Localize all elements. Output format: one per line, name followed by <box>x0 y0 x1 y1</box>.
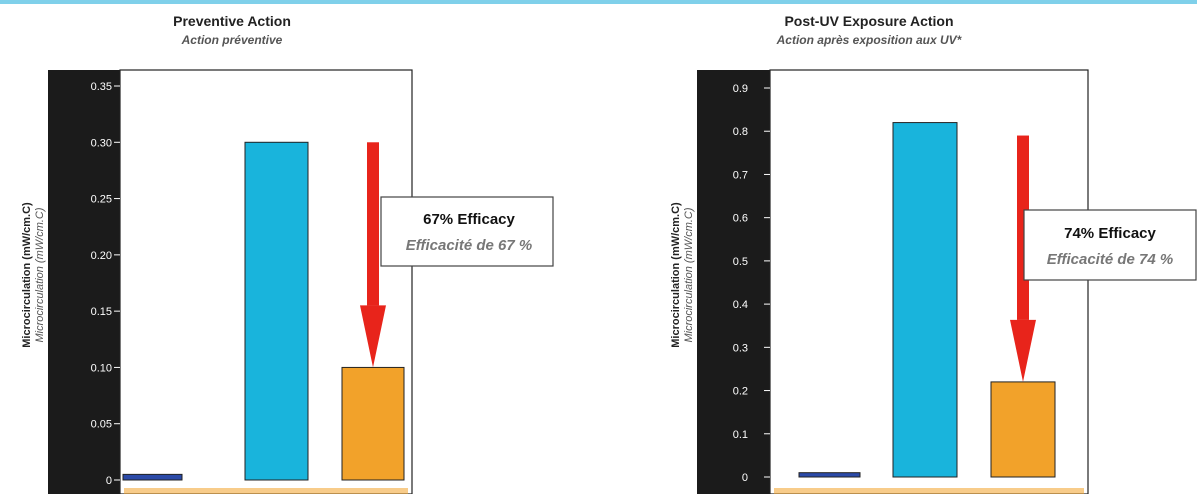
chart1-tick-label: 0.25 <box>91 194 112 206</box>
chart2-ticks: 0 0.1 0.2 0.3 0.4 0.5 0.6 0.7 0.8 0.9 <box>733 83 770 484</box>
chart1-efficacy-frame <box>380 196 554 267</box>
chart2-tick-label: 0.2 <box>733 386 748 398</box>
chart1-efficacy-label: 67% Efficacy <box>423 211 515 228</box>
chart2-axis-band <box>697 70 770 494</box>
chart2-subtitle: Action après exposition aux UV* <box>776 33 963 47</box>
chart1-arrow-shaft <box>367 142 379 306</box>
chart1-bar <box>341 366 405 481</box>
chart2-ylabel-alt: Microcirculation (mW/cm.C) <box>683 207 695 342</box>
chart2-tick-label: 0.8 <box>733 126 748 138</box>
chart1-arrow-head <box>360 305 386 368</box>
chart-post-uv: Post-UV Exposure Action Action après exp… <box>670 13 1197 494</box>
chart2-bar <box>892 122 958 478</box>
chart2-tick-label: 0.1 <box>733 429 748 441</box>
chart1-subtitle: Action préventive <box>181 33 283 47</box>
chart1-efficacy-label-alt: Efficacité de 67 % <box>406 237 532 254</box>
chart2-tick-label: 0.4 <box>733 299 748 311</box>
chart-preventive: Preventive Action Action préventive Micr… <box>21 13 554 494</box>
chart1-ylabel: Microcirculation (mW/cm.C) <box>21 202 33 348</box>
chart2-tick-label: 0 <box>742 472 748 484</box>
chart2-title: Post-UV Exposure Action <box>784 13 953 29</box>
chart2-efficacy-box: 74% Efficacy Efficacité de 74 % <box>1023 209 1197 281</box>
chart1-bar <box>244 141 309 481</box>
chart2-bar <box>990 381 1056 478</box>
chart2-tick-label: 0.3 <box>733 342 748 354</box>
chart1-tick-label: 0.10 <box>91 362 112 374</box>
chart1-ylabel-group: Microcirculation (mW/cm.C) Microcirculat… <box>21 202 46 348</box>
chart1-tick-label: 0 <box>106 475 112 487</box>
top-accent-rule <box>0 0 1197 4</box>
chart1-arrow <box>360 142 386 368</box>
chart2-tick-label: 0.6 <box>733 213 748 225</box>
chart1-tick-label: 0.30 <box>91 137 112 149</box>
chart2-tick-label: 0.7 <box>733 169 748 181</box>
chart2-arrow-head <box>1010 319 1036 382</box>
chart1-tick-label: 0.15 <box>91 306 112 318</box>
chart1-category-strip <box>124 488 408 494</box>
chart2-bars <box>798 122 1056 478</box>
chart2-efficacy-frame <box>1023 209 1197 281</box>
chart1-tick-label: 0.20 <box>91 250 112 262</box>
chart2-ylabel-group: Microcirculation (mW/cm.C) Microcirculat… <box>670 202 695 348</box>
chart1-title: Preventive Action <box>173 13 291 29</box>
chart2-efficacy-label: 74% Efficacy <box>1064 225 1156 242</box>
chart1-axis-band <box>48 70 120 494</box>
chart2-category-strip <box>774 488 1084 494</box>
chart1-bar <box>122 473 183 481</box>
chart1-efficacy-box: 67% Efficacy Efficacité de 67 % <box>380 196 554 267</box>
chart1-ticks: 0 0.05 0.10 0.15 0.20 0.25 0.30 0.35 <box>91 81 120 487</box>
chart1-tick-label: 0.05 <box>91 419 112 431</box>
chart2-tick-label: 0.9 <box>733 83 748 95</box>
chart1-bars <box>122 141 405 481</box>
chart2-ylabel: Microcirculation (mW/cm.C) <box>670 202 682 348</box>
chart1-tick-label: 0.35 <box>91 81 112 93</box>
chart2-bar <box>798 472 861 478</box>
chart2-tick-label: 0.5 <box>733 256 748 268</box>
chart2-efficacy-label-alt: Efficacité de 74 % <box>1047 251 1173 268</box>
chart1-ylabel-alt: Microcirculation (mW/cm.C) <box>34 207 46 342</box>
